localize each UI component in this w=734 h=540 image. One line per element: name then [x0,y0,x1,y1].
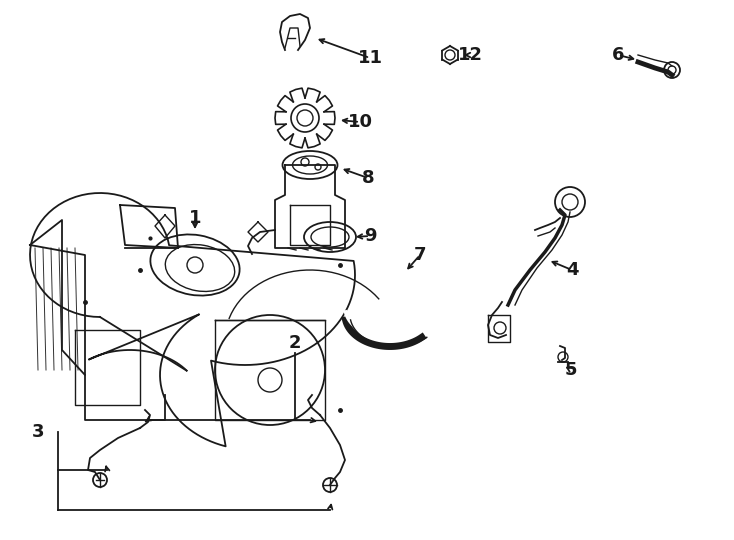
Text: 11: 11 [357,49,382,67]
Text: 4: 4 [566,261,578,279]
Text: 3: 3 [32,423,44,441]
Text: 8: 8 [362,169,374,187]
Text: 9: 9 [364,227,377,245]
Text: 10: 10 [347,113,372,131]
Text: 5: 5 [564,361,577,379]
Text: 7: 7 [414,246,426,264]
Text: 2: 2 [288,334,301,352]
Text: 12: 12 [457,46,482,64]
Text: 6: 6 [611,46,624,64]
Text: 1: 1 [189,209,201,227]
